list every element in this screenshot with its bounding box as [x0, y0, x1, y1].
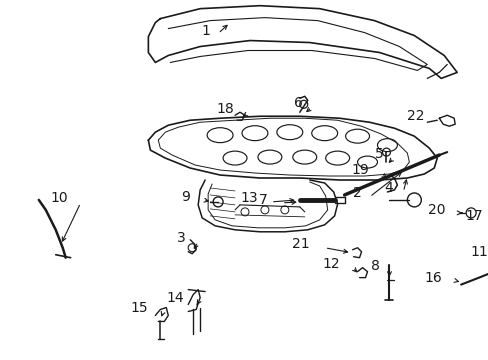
Text: 18: 18: [216, 102, 234, 116]
Text: 2: 2: [352, 186, 361, 200]
Text: 17: 17: [465, 209, 482, 223]
Text: 13: 13: [240, 191, 258, 205]
Text: 20: 20: [427, 203, 444, 217]
Text: 21: 21: [291, 237, 309, 251]
Text: 5: 5: [374, 147, 383, 161]
Text: 19: 19: [351, 163, 369, 177]
Text: 7: 7: [259, 193, 267, 207]
Text: 4: 4: [384, 181, 393, 195]
Text: 16: 16: [424, 271, 441, 285]
Text: 6: 6: [293, 96, 302, 110]
Text: 11: 11: [469, 245, 487, 259]
Text: 22: 22: [406, 109, 424, 123]
Text: 14: 14: [166, 291, 184, 305]
Text: 15: 15: [130, 301, 148, 315]
Text: 8: 8: [370, 259, 379, 273]
Text: 9: 9: [181, 190, 190, 204]
Text: 1: 1: [201, 23, 210, 37]
Text: 10: 10: [50, 191, 67, 205]
Text: 3: 3: [176, 231, 185, 245]
Text: 12: 12: [322, 257, 339, 271]
